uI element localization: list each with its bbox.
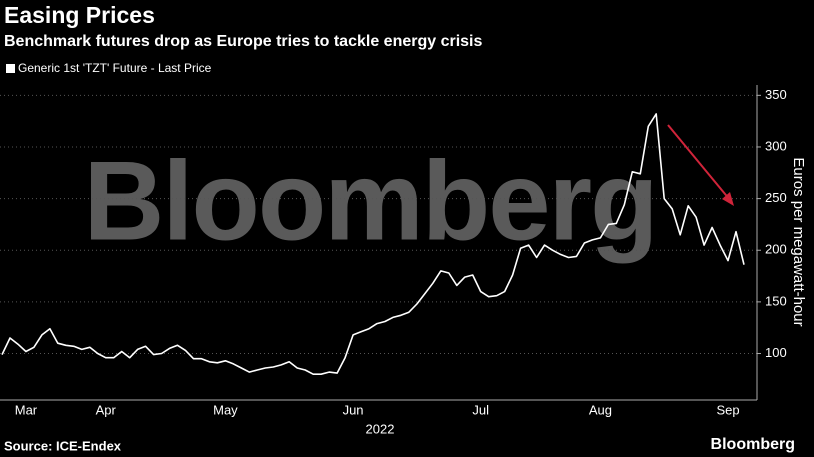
- x-axis-label: 2022: [366, 421, 395, 436]
- source: Source: ICE-Endex: [4, 438, 122, 453]
- legend-label: Generic 1st 'TZT' Future - Last Price: [18, 61, 212, 75]
- x-tick-label: Jul: [472, 402, 489, 417]
- x-tick-label: Jun: [343, 402, 364, 417]
- y-tick-label: 300: [765, 138, 787, 153]
- y-tick-label: 100: [765, 345, 787, 360]
- x-tick-label: Sep: [716, 402, 739, 417]
- legend-swatch: [6, 64, 15, 73]
- x-tick-label: Mar: [15, 402, 38, 417]
- y-tick-label: 200: [765, 242, 787, 257]
- trend-arrow: [667, 124, 731, 201]
- watermark: Bloomberg: [83, 139, 656, 264]
- brand: Bloomberg: [711, 436, 795, 453]
- line: [1, 113, 745, 375]
- arrow-head: [722, 192, 734, 206]
- y-tick-label: 150: [765, 293, 787, 308]
- chart-title: Easing Prices: [4, 2, 155, 28]
- x-tick-label: May: [213, 402, 238, 417]
- y-axis-label: Euros per megawatt-hour: [790, 157, 807, 326]
- y-tick-label: 250: [765, 190, 787, 205]
- chart-subtitle: Benchmark futures drop as Europe tries t…: [4, 33, 482, 50]
- y-tick-label: 350: [765, 87, 787, 102]
- x-tick-label: Aug: [589, 402, 612, 417]
- x-tick-label: Apr: [96, 402, 117, 417]
